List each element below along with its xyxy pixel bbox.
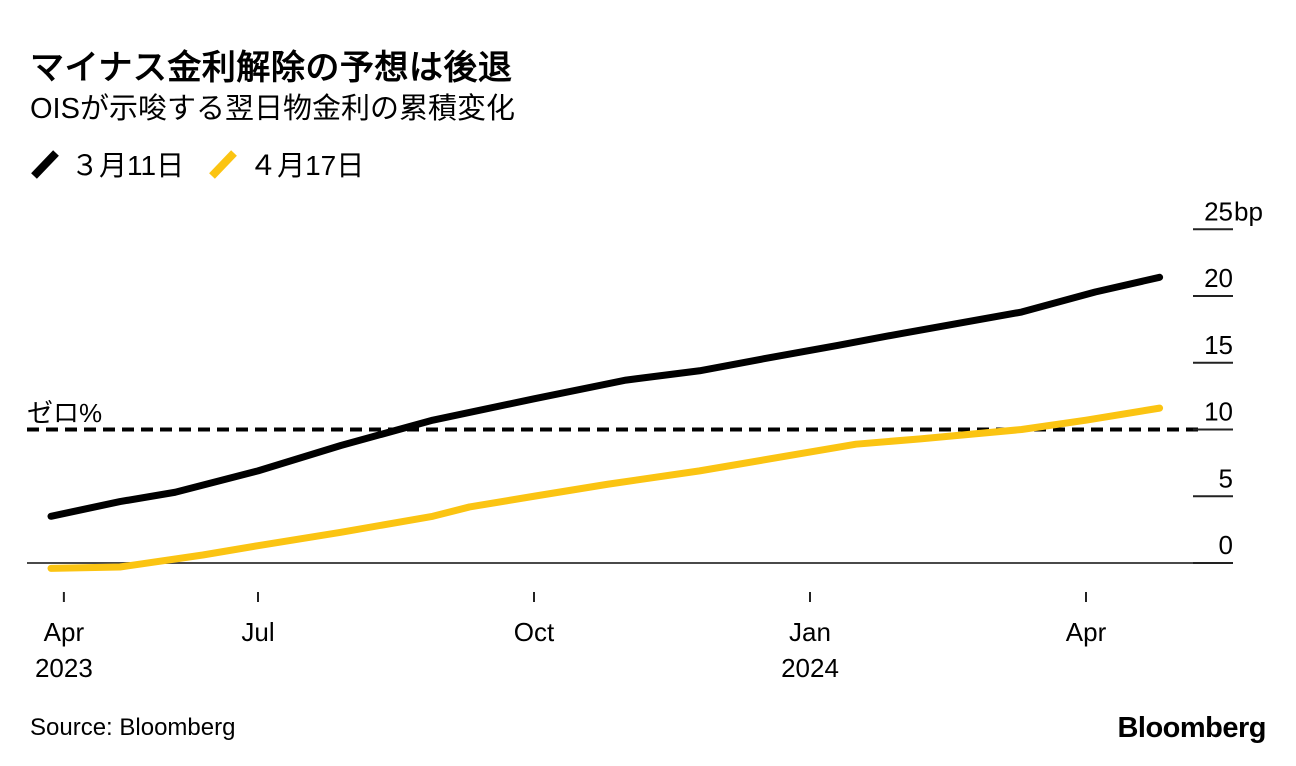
x-axis-year-label: 2024 bbox=[781, 653, 839, 683]
zero-percent-reference-label: ゼロ% bbox=[27, 398, 103, 428]
chart-legend: ３月11日 ４月17日 bbox=[30, 144, 364, 184]
x-axis-label: Oct bbox=[514, 617, 555, 647]
x-axis-year-label: 2023 bbox=[35, 653, 93, 683]
series-line-mar11 bbox=[47, 273, 1164, 520]
y-axis-label: 20 bbox=[1204, 263, 1233, 293]
y-axis-label: 25 bbox=[1204, 196, 1233, 226]
series-line-apr17 bbox=[47, 404, 1164, 572]
y-axis-unit-suffix: bp bbox=[1234, 196, 1263, 226]
yellow-slash-icon bbox=[209, 150, 237, 179]
source-credit: Source: Bloomberg bbox=[30, 714, 236, 741]
legend-label-mar11: ３月11日 bbox=[71, 150, 185, 181]
chart-title: マイナス金利解除の予想は後退 bbox=[30, 49, 513, 87]
bloomberg-logo: Bloomberg bbox=[1117, 712, 1266, 744]
black-slash-icon bbox=[31, 150, 59, 179]
x-axis-label: Apr bbox=[1066, 617, 1107, 647]
legend-item-apr17: ４月17日 bbox=[208, 144, 364, 184]
chart-subtitle: OISが示唆する翌日物金利の累積変化 bbox=[30, 93, 515, 125]
y-axis-label: 5 bbox=[1219, 463, 1233, 493]
x-axis-label: Jan bbox=[789, 617, 831, 647]
y-axis-label: 0 bbox=[1219, 530, 1233, 560]
x-axis-label: Apr bbox=[44, 617, 85, 647]
legend-item-mar11: ３月11日 bbox=[30, 144, 184, 184]
x-axis-label: Jul bbox=[241, 617, 274, 647]
y-axis-label: 15 bbox=[1204, 330, 1233, 360]
y-axis-label: 10 bbox=[1204, 397, 1233, 427]
legend-label-apr17: ４月17日 bbox=[249, 150, 365, 181]
